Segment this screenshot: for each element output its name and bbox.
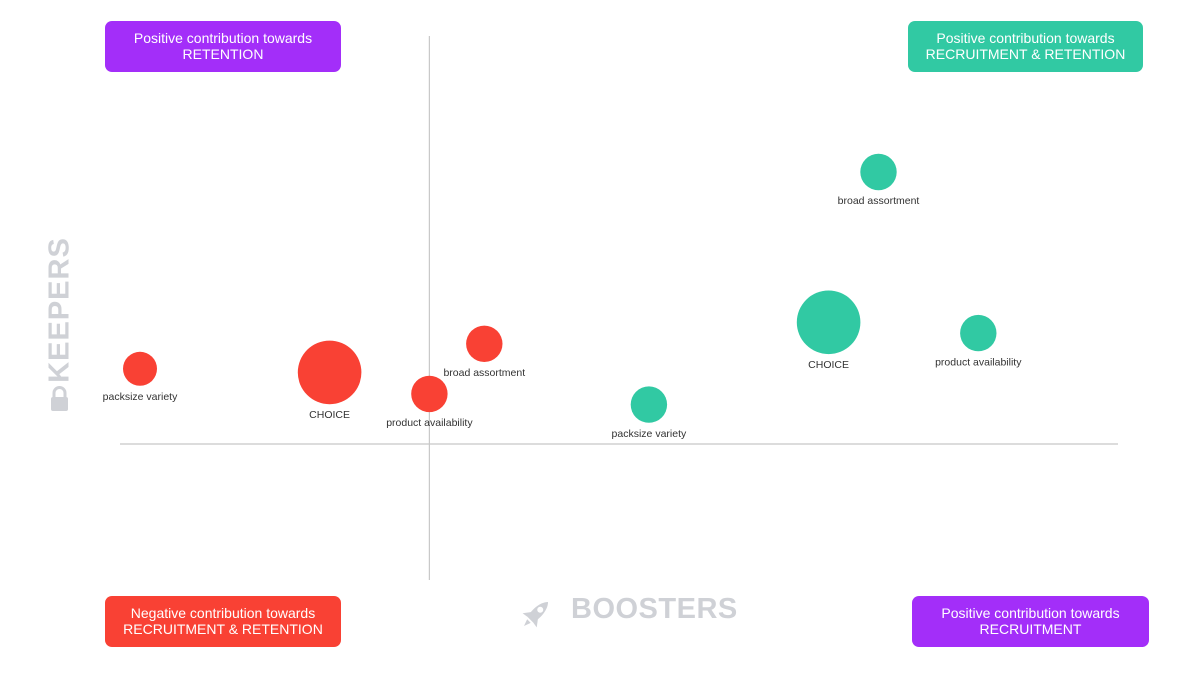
bubble-1-3: [630, 386, 668, 423]
bubble-label-0-0: packsize variety: [103, 391, 178, 403]
quadrant-top-left-line2: RETENTION: [182, 46, 264, 62]
quadrant-bottom-right-line1: Positive contribution towards: [941, 605, 1120, 621]
bubble-1-1: [796, 290, 861, 355]
quadrant-label-bottom-right: Positive contribution towards RECRUITMEN…: [912, 596, 1149, 647]
quadrant-label-top-left: Positive contribution towards RETENTION: [105, 21, 341, 72]
bubble-label-1-3: packsize variety: [612, 428, 687, 440]
lock-icon: [51, 386, 68, 411]
bubble-0-3: [411, 375, 448, 413]
quadrant-top-right-line2: RECRUITMENT & RETENTION: [925, 46, 1126, 62]
bubble-label-0-2: broad assortment: [443, 367, 525, 379]
bubble-0-2: [466, 325, 503, 362]
quadrant-bottom-left-line1: Negative contribution towards: [130, 605, 316, 621]
rocket-icon: [522, 601, 549, 628]
quadrant-top-left-line1: Positive contribution towards: [133, 30, 313, 46]
y-axis-title: KEEPERS: [40, 236, 80, 416]
bubble-label-0-1: CHOICE: [309, 409, 350, 421]
bubble-0-1: [297, 340, 362, 405]
quadrant-label-top-right: Positive contribution towards RECRUITMEN…: [908, 21, 1143, 72]
bubble-label-0-3: product availability: [386, 417, 473, 429]
bubble-layer: packsize variety CHOICE broad assortment pr…: [103, 153, 1022, 440]
quadrant-top-right-line1: Positive contribution towards: [936, 30, 1115, 46]
bubble-1-2: [960, 314, 997, 352]
bubble-0-0: [123, 351, 157, 386]
x-axis-title-text: BOOSTERS: [571, 593, 738, 625]
bubble-1-0: [860, 153, 897, 191]
y-axis-title-text: KEEPERS: [43, 237, 76, 383]
quadrant-label-bottom-left: Negative contribution towards RECRUITMEN…: [105, 596, 341, 647]
quadrant-bottom-right-line2: RECRUITMENT: [979, 621, 1082, 637]
quadrant-bottom-left-line2: RECRUITMENT & RETENTION: [123, 621, 323, 637]
bubble-label-1-2: product availability: [935, 356, 1022, 368]
bubble-label-1-1: CHOICE: [808, 359, 849, 371]
bubble-label-1-0: broad assortment: [838, 195, 920, 207]
x-axis-title: BOOSTERS: [516, 591, 746, 631]
